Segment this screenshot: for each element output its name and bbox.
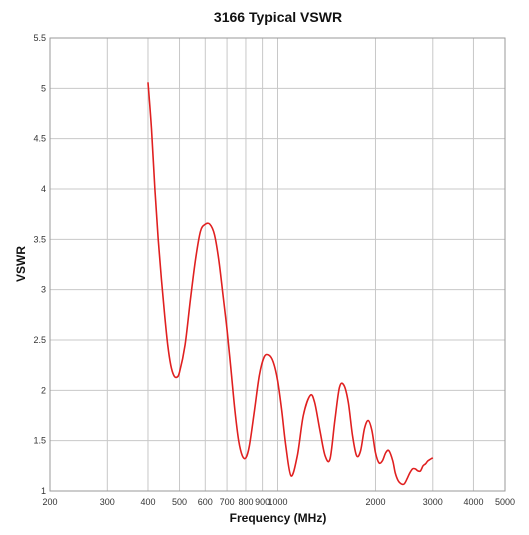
chart-title: 3166 Typical VSWR <box>214 9 342 25</box>
x-tick-label: 2000 <box>365 497 385 507</box>
x-tick-label: 700 <box>220 497 235 507</box>
y-tick-label: 2 <box>41 385 46 395</box>
y-tick-label: 1 <box>41 486 46 496</box>
x-tick-label: 5000 <box>495 497 515 507</box>
x-tick-label: 400 <box>140 497 155 507</box>
plot-frame <box>49 37 506 492</box>
x-tick-label: 3000 <box>423 497 443 507</box>
y-tick-label: 3 <box>41 285 46 295</box>
y-tick-label: 5 <box>41 83 46 93</box>
y-tick-label: 5.5 <box>33 33 46 43</box>
x-tick-label: 4000 <box>463 497 483 507</box>
x-tick-label: 200 <box>42 497 57 507</box>
y-tick-label: 2.5 <box>33 335 46 345</box>
x-axis-label: Frequency (MHz) <box>230 511 327 525</box>
x-tick-label: 600 <box>198 497 213 507</box>
y-tick-label: 1.5 <box>33 436 46 446</box>
x-tick-label: 800 <box>238 497 253 507</box>
x-tick-label: 500 <box>172 497 187 507</box>
vswr-series-line <box>147 82 434 486</box>
x-tick-label: 900 <box>255 497 270 507</box>
y-tick-label: 3.5 <box>33 234 46 244</box>
y-axis-label: VSWR <box>14 246 28 282</box>
x-tick-label: 1000 <box>267 497 287 507</box>
y-tick-label: 4.5 <box>33 134 46 144</box>
y-tick-label: 4 <box>41 184 46 194</box>
x-tick-label: 300 <box>100 497 115 507</box>
y-tick-labels: 1 1.5 2 2.5 3 3.5 4 4.5 5 5.5 <box>33 33 46 496</box>
series-layer <box>147 82 434 486</box>
grid <box>49 37 506 492</box>
